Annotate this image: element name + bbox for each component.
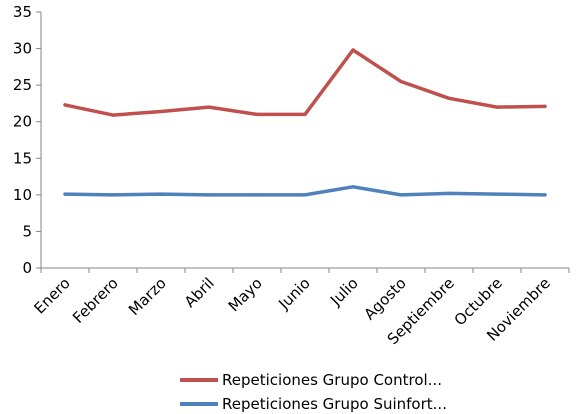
legend-label-series-1: Repeticiones Grupo Control... [222, 371, 442, 389]
data-point [303, 193, 307, 197]
x-tick-label: Julio [326, 274, 362, 310]
data-point [399, 79, 403, 84]
x-tick-label: Marzo [125, 274, 170, 319]
y-tick-label: 30 [13, 40, 32, 58]
y-tick-label: 35 [13, 3, 32, 21]
legend-label-series-2: Repeticiones Grupo Suinfort... [222, 395, 447, 413]
data-point [447, 96, 451, 100]
data-point [495, 192, 499, 196]
data-point [495, 105, 499, 109]
x-tick-label: Junio [274, 274, 313, 313]
data-point [111, 193, 115, 197]
chart-axes [40, 12, 569, 269]
data-point [63, 103, 67, 107]
data-point [207, 193, 211, 197]
chart-series [63, 48, 547, 197]
y-tick-label: 10 [13, 186, 32, 204]
x-tick-label: Enero [31, 274, 74, 317]
data-point [255, 193, 259, 197]
data-point [207, 105, 211, 109]
data-point [159, 109, 163, 114]
data-point [351, 185, 355, 189]
data-point [255, 112, 259, 116]
y-tick-label: 15 [13, 149, 32, 167]
y-axis-ticks: 0 5 10 15 20 25 30 35 [13, 3, 41, 277]
y-tick-label: 5 [22, 222, 32, 240]
data-point [159, 192, 163, 196]
series-line-1 [63, 48, 547, 117]
data-point [303, 112, 307, 116]
x-tick-label: Febrero [69, 274, 122, 327]
data-point [351, 48, 355, 52]
data-point [399, 193, 403, 197]
data-point [447, 191, 451, 195]
data-point [111, 113, 115, 117]
data-point [63, 192, 67, 196]
data-point [543, 193, 547, 197]
x-tick-label: Mayo [225, 274, 266, 315]
chart-legend: Repeticiones Grupo Control... Repeticion… [180, 371, 447, 413]
y-tick-label: 20 [13, 113, 32, 131]
y-tick-label: 0 [22, 259, 32, 277]
data-point [543, 104, 547, 108]
x-tick-label: Abril [181, 274, 218, 311]
y-tick-label: 25 [13, 76, 32, 94]
